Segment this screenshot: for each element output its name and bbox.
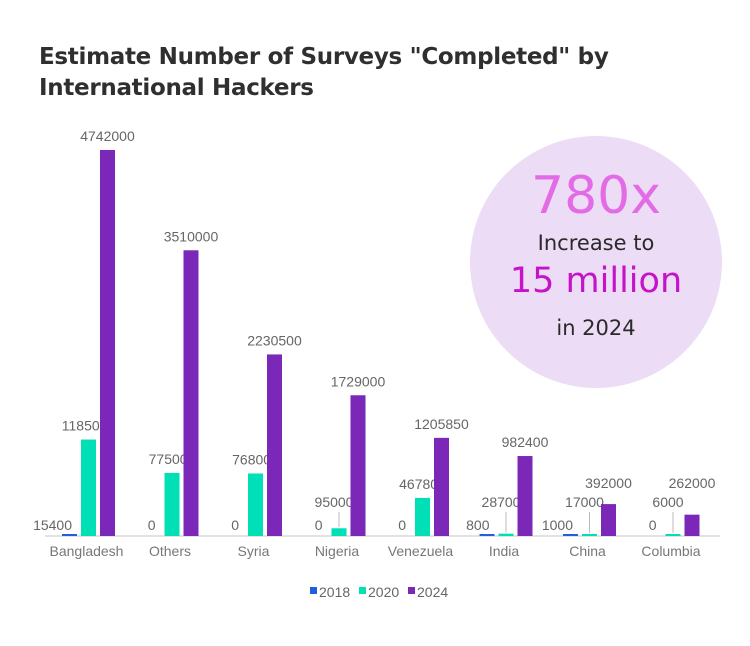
callout-line3: in 2024 [556, 316, 635, 340]
bar-2018-india [479, 534, 495, 536]
bar-2024-venezuela [434, 437, 449, 536]
category-label-nigeria: Nigeria [315, 543, 360, 559]
bar-2020-bangladesh [81, 439, 96, 536]
bar-2020-syria [248, 473, 263, 536]
category-label-bangladesh: Bangladesh [50, 543, 124, 559]
data-label-2024-columbia: 262000 [669, 475, 716, 491]
bar-2020-nigeria [331, 528, 347, 536]
bar-2020-india [498, 533, 514, 536]
legend: 2018 2020 2024 [310, 584, 448, 600]
category-label-china: China [569, 543, 606, 559]
legend-label-2024: 2024 [417, 584, 448, 600]
data-label-2018-others: 0 [148, 517, 156, 533]
category-label-syria: Syria [238, 543, 270, 559]
bar-2020-columbia [665, 534, 681, 536]
bar-2018-bangladesh [62, 534, 77, 536]
data-label-2018-venezuela: 0 [398, 517, 406, 533]
legend-label-2020: 2020 [368, 584, 399, 600]
bar-2024-india [517, 456, 533, 536]
chart-title: Estimate Number of Surveys "Completed" b… [39, 44, 609, 101]
data-label-2018-syria: 0 [231, 517, 239, 533]
data-label-2018-nigeria: 0 [315, 517, 323, 533]
bar-2024-nigeria [350, 395, 366, 536]
data-label-2018-india: 800 [466, 517, 490, 533]
data-label-2024-nigeria: 1729000 [331, 373, 386, 389]
legend-swatch-2020 [359, 587, 366, 594]
legend-label-2018: 2018 [319, 584, 350, 600]
category-label-others: Others [149, 543, 191, 559]
bar-2024-bangladesh [100, 150, 115, 536]
callout-amount: 15 million [510, 261, 682, 301]
callout-multiplier: 780x [531, 166, 661, 226]
legend-swatch-2024 [408, 587, 415, 594]
data-label-2020-columbia: 6000 [652, 494, 683, 510]
category-label-columbia: Columbia [641, 543, 700, 559]
bar-2020-venezuela [415, 497, 430, 536]
bar-2020-china [582, 534, 597, 536]
data-label-2024-syria: 2230500 [247, 332, 302, 348]
data-label-2024-venezuela: 1205850 [414, 416, 469, 432]
data-label-2024-bangladesh: 4742000 [80, 128, 135, 144]
bar-2024-columbia [684, 514, 700, 536]
data-label-2024-india: 982400 [502, 434, 549, 450]
category-label-india: India [489, 543, 520, 559]
data-label-2018-columbia: 0 [649, 517, 657, 533]
data-label-2024-others: 3510000 [164, 228, 219, 244]
legend-swatch-2018 [310, 587, 317, 594]
category-label-venezuela: Venezuela [388, 543, 454, 559]
data-label-2018-bangladesh: 15400 [33, 517, 72, 533]
bar-2024-syria [267, 354, 282, 536]
bar-2024-others [183, 250, 199, 537]
callout-circle: 780x Increase to 15 million in 2024 [470, 136, 722, 388]
bar-2024-china [601, 504, 616, 536]
data-label-2018-china: 1000 [542, 517, 573, 533]
data-label-2024-china: 392000 [585, 475, 632, 491]
data-label-2020-india: 28700 [482, 494, 521, 510]
bar-2020-others [164, 472, 180, 536]
bar-2018-china [563, 534, 578, 536]
data-label-2020-china: 17000 [565, 494, 604, 510]
data-label-2020-nigeria: 95000 [315, 494, 354, 510]
callout-line1: Increase to [538, 231, 655, 255]
